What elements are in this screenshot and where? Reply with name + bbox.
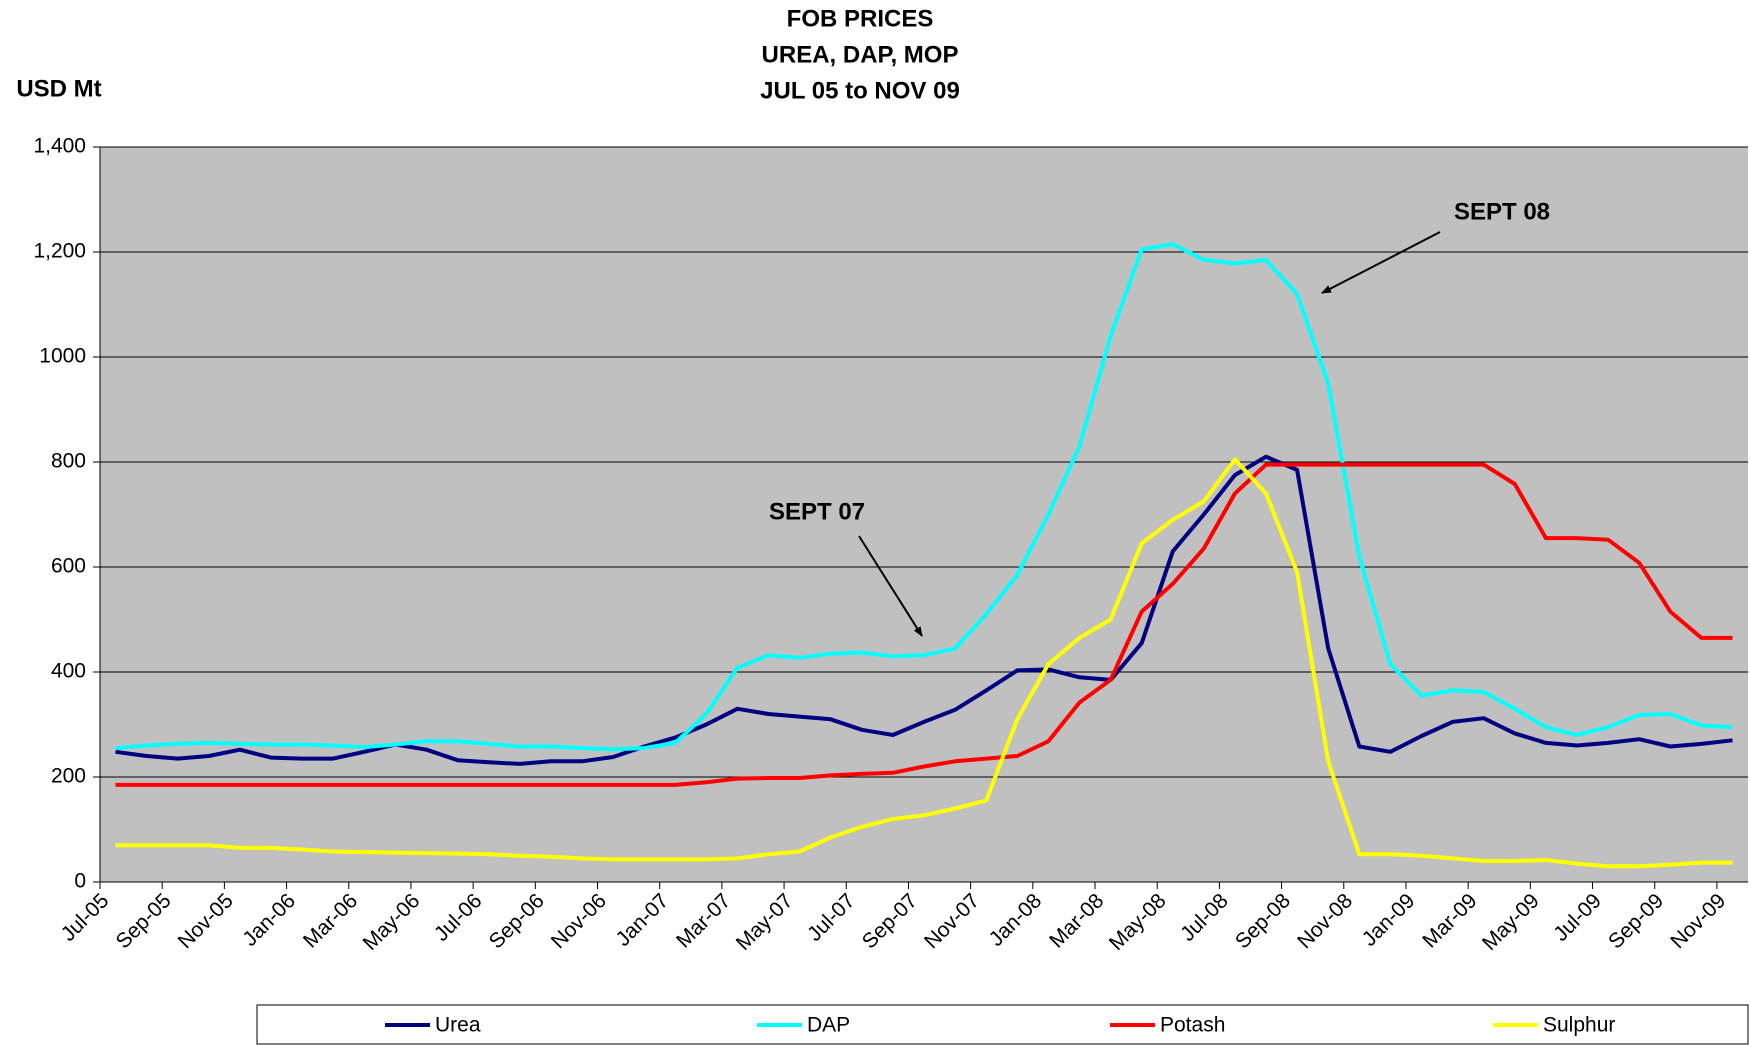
annotation-arrow (1321, 231, 1441, 294)
y-tick-label: 400 (51, 660, 86, 683)
x-tick-label: Mar-09 (1418, 889, 1481, 952)
x-tick-label: May-06 (359, 889, 425, 955)
x-tick-label: May-09 (1478, 889, 1544, 955)
legend-label: Sulphur (1543, 1014, 1615, 1037)
series-line (115, 242, 1733, 752)
chart-title: FOB PRICES (787, 5, 934, 32)
x-tick-label: Jul-06 (430, 889, 487, 946)
x-tick-label: Nov-06 (547, 889, 611, 953)
x-tick-label: Jul-07 (803, 889, 860, 946)
legend-label: Urea (435, 1014, 481, 1037)
series-line (115, 462, 1733, 787)
y-tick-label: 200 (51, 765, 86, 788)
x-tick-label: Jan-06 (238, 889, 300, 951)
chart-title: UREA, DAP, MOP (762, 41, 959, 68)
y-tick-label: 1000 (39, 345, 86, 368)
legend-label: Potash (1160, 1014, 1225, 1037)
x-tick-label: Jul-05 (57, 889, 114, 946)
x-tick-label: Jan-09 (1358, 889, 1420, 951)
x-tick-label: Nov-09 (1666, 889, 1730, 953)
x-tick-label: Sep-09 (1604, 889, 1668, 953)
x-tick-label: Sep-08 (1231, 889, 1295, 953)
y-tick-label: 800 (51, 450, 86, 473)
y-axis-label: USD Mt (16, 75, 101, 102)
x-tick-label: May-08 (1105, 889, 1171, 955)
annotation: SEPT 07 (769, 498, 865, 525)
x-tick-label: Nov-05 (174, 889, 238, 953)
x-tick-label: Nov-07 (920, 889, 984, 953)
x-tick-label: Mar-08 (1045, 889, 1108, 952)
x-tick-label: May-07 (732, 889, 798, 955)
x-tick-label: Nov-08 (1293, 889, 1357, 953)
y-tick-label: 0 (74, 870, 86, 893)
x-tick-label: Mar-07 (672, 889, 735, 952)
x-tick-label: Sep-05 (111, 889, 175, 953)
plot-area (100, 147, 1748, 882)
annotation: SEPT 08 (1454, 198, 1550, 225)
series-line (115, 457, 1733, 869)
chart-title: JUL 05 to NOV 09 (760, 77, 960, 104)
x-tick-label: Mar-06 (299, 889, 362, 952)
x-tick-label: Jul-08 (1176, 889, 1233, 946)
x-tick-label: Jan-08 (985, 889, 1047, 951)
x-tick-label: Jan-07 (611, 889, 673, 951)
y-tick-label: 1,200 (33, 240, 86, 263)
x-tick-label: Sep-06 (485, 889, 549, 953)
y-tick-label: 600 (51, 555, 86, 578)
annotation-arrow (858, 535, 923, 637)
x-tick-label: Jul-09 (1549, 889, 1606, 946)
x-tick-label: Sep-07 (858, 889, 922, 953)
y-tick-label: 1,400 (33, 135, 86, 158)
legend-label: DAP (807, 1014, 850, 1037)
